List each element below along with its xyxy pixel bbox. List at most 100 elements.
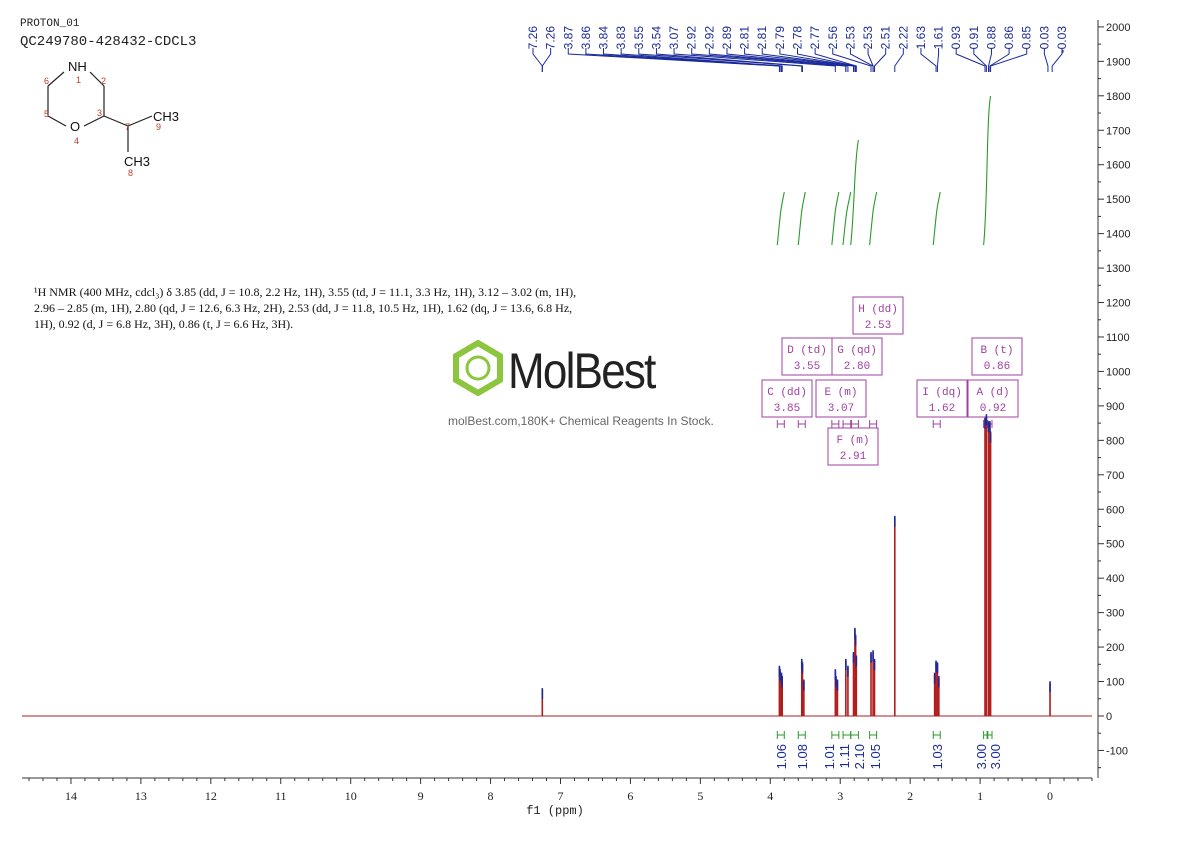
peak-label-connector <box>655 48 803 72</box>
peak-shift-label: 2.53 <box>861 26 875 50</box>
peak-label-connector <box>832 48 872 72</box>
atom-number-4: 4 <box>74 136 79 146</box>
peak-label-connector <box>867 48 874 72</box>
peak-shift-label: 0.91 <box>967 26 981 50</box>
x-tick-label: 5 <box>697 789 703 803</box>
peak-shift-label: 3.87 <box>561 26 575 50</box>
multiplet-label: I (dq) <box>922 387 962 399</box>
x-axis-title: f1 (ppm) <box>526 804 584 818</box>
atom-label-ch3-8: CH3 <box>124 154 150 169</box>
integral-curve <box>776 191 785 246</box>
multiplet-label: E (m) <box>824 387 857 399</box>
multiplet-box <box>815 379 867 418</box>
multiplet-box <box>827 427 879 466</box>
x-tick-label: 0 <box>1047 789 1053 803</box>
multiplet-label: G (qd) <box>837 345 877 357</box>
multiplet-shift: 2.53 <box>865 320 891 332</box>
y-tick-label: 1700 <box>1106 125 1130 137</box>
peak-shift-label: 3.55 <box>632 26 646 50</box>
y-tick-label: -100 <box>1106 745 1128 757</box>
watermark-tagline: molBest.com,180K+ Chemical Reagents In S… <box>448 414 714 428</box>
y-tick-label: 1100 <box>1106 332 1130 344</box>
peak-label-connector <box>603 48 782 72</box>
multiplet-shift: 0.86 <box>984 361 1010 373</box>
peak-label-connector <box>761 48 855 72</box>
peak-shift-label: 7.26 <box>526 26 540 50</box>
peak-label-connector <box>797 48 857 72</box>
spectrum-trace <box>22 414 1092 717</box>
y-tick-label: 0 <box>1106 711 1112 723</box>
peak-label-connector <box>990 48 1028 72</box>
watermark-brand: MolBest <box>508 343 656 399</box>
integral-value: 1.05 <box>868 744 883 769</box>
x-tick-label: 1 <box>977 789 983 803</box>
peak-label-connector <box>987 48 992 72</box>
peak-shift-label: 2.78 <box>791 26 805 50</box>
peak-label-connector <box>541 48 552 72</box>
atom-number-1: 1 <box>76 75 81 85</box>
multiplet-box <box>852 296 904 335</box>
multiplet-shift: 2.91 <box>840 451 867 463</box>
peak-label-connector <box>567 48 780 72</box>
y-tick-label: 400 <box>1106 573 1124 585</box>
peak-shift-label: 2.92 <box>685 26 699 50</box>
peak-label-connector <box>989 48 1010 72</box>
integral-value: 1.03 <box>930 744 945 769</box>
y-tick-label: 200 <box>1106 642 1124 654</box>
peak-shift-label: 0.88 <box>984 26 998 50</box>
peak-label-connector <box>814 48 857 72</box>
atom-label-nh: NH <box>68 59 87 74</box>
integral-value: 1.08 <box>795 744 810 769</box>
peak-label-connector <box>638 48 803 72</box>
y-tick-label: 800 <box>1106 435 1124 447</box>
integral-curve <box>869 191 878 246</box>
multiplet-box <box>971 337 1023 376</box>
atom-number-9: 9 <box>156 122 161 132</box>
multiplet-boxes: H (dd) 2.53 D (td) 3.55 G (qd) 2.80 B (t) 0.86 C… <box>761 296 1023 466</box>
multiplet-label: C (dd) <box>767 387 807 399</box>
y-tick-label: 1500 <box>1106 194 1130 206</box>
integral-value: 3.00 <box>988 744 1003 769</box>
multiplet-shift: 0.92 <box>980 403 1006 415</box>
nmr-summary-text: ¹H NMR (400 MHz, cdcl₃) δ 3.85 (dd, J = … <box>34 285 577 331</box>
multiplet-box <box>781 337 833 376</box>
benzene-logo-icon <box>453 340 503 396</box>
y-tick-label: 900 <box>1106 401 1124 413</box>
peak-label-tree: 7.26 7.26 3.87 3.86 3.84 3.83 3.55 3.54 3.07 2.92… <box>526 26 1069 72</box>
y-tick-label: 300 <box>1106 608 1124 620</box>
multiplet-label: B (t) <box>980 345 1013 357</box>
x-tick-label: 4 <box>767 789 773 803</box>
peak-shift-label: 1.63 <box>914 26 928 50</box>
atom-number-8: 8 <box>128 168 133 178</box>
integral-value: 1.11 <box>837 744 852 768</box>
peak-shift-label: 2.81 <box>755 26 769 50</box>
multiplet-label: H (dd) <box>858 304 898 316</box>
peak-shift-label: 2.56 <box>826 26 840 50</box>
integral-curve <box>831 191 840 246</box>
x-tick-label: 10 <box>345 789 357 803</box>
atom-number-7: 7 <box>125 122 130 132</box>
multiplet-label: F (m) <box>836 435 869 447</box>
peak-shift-label: 3.83 <box>614 26 628 50</box>
integral-value: 1.01 <box>822 744 837 769</box>
multiplet-label: A (d) <box>976 387 1009 399</box>
y-tick-label: 500 <box>1106 539 1124 551</box>
atom-label-o: O <box>70 119 80 134</box>
peak-label-connector <box>532 48 543 72</box>
multiplet-box <box>831 337 883 376</box>
multiplet-shift: 2.80 <box>844 361 870 373</box>
x-tick-label: 12 <box>205 789 217 803</box>
multiplet-shift: 3.85 <box>774 403 800 415</box>
peak-label-connector <box>779 48 856 72</box>
peak-shift-label: 0.85 <box>1020 26 1034 50</box>
y-tick-label: 700 <box>1106 470 1124 482</box>
y-tick-label: 600 <box>1106 504 1124 516</box>
y-axis: -100 0 100 200 300 400 500 600 700 800 900 1000 1100… <box>1097 20 1130 778</box>
x-tick-label: 3 <box>837 789 843 803</box>
experiment-name: PROTON_01 <box>20 18 80 30</box>
peak-label-connector <box>673 48 836 72</box>
integral-curve <box>983 95 992 246</box>
x-tick-label: 11 <box>275 789 287 803</box>
integral-curve <box>842 191 852 246</box>
multiplet-shift: 3.07 <box>828 403 854 415</box>
